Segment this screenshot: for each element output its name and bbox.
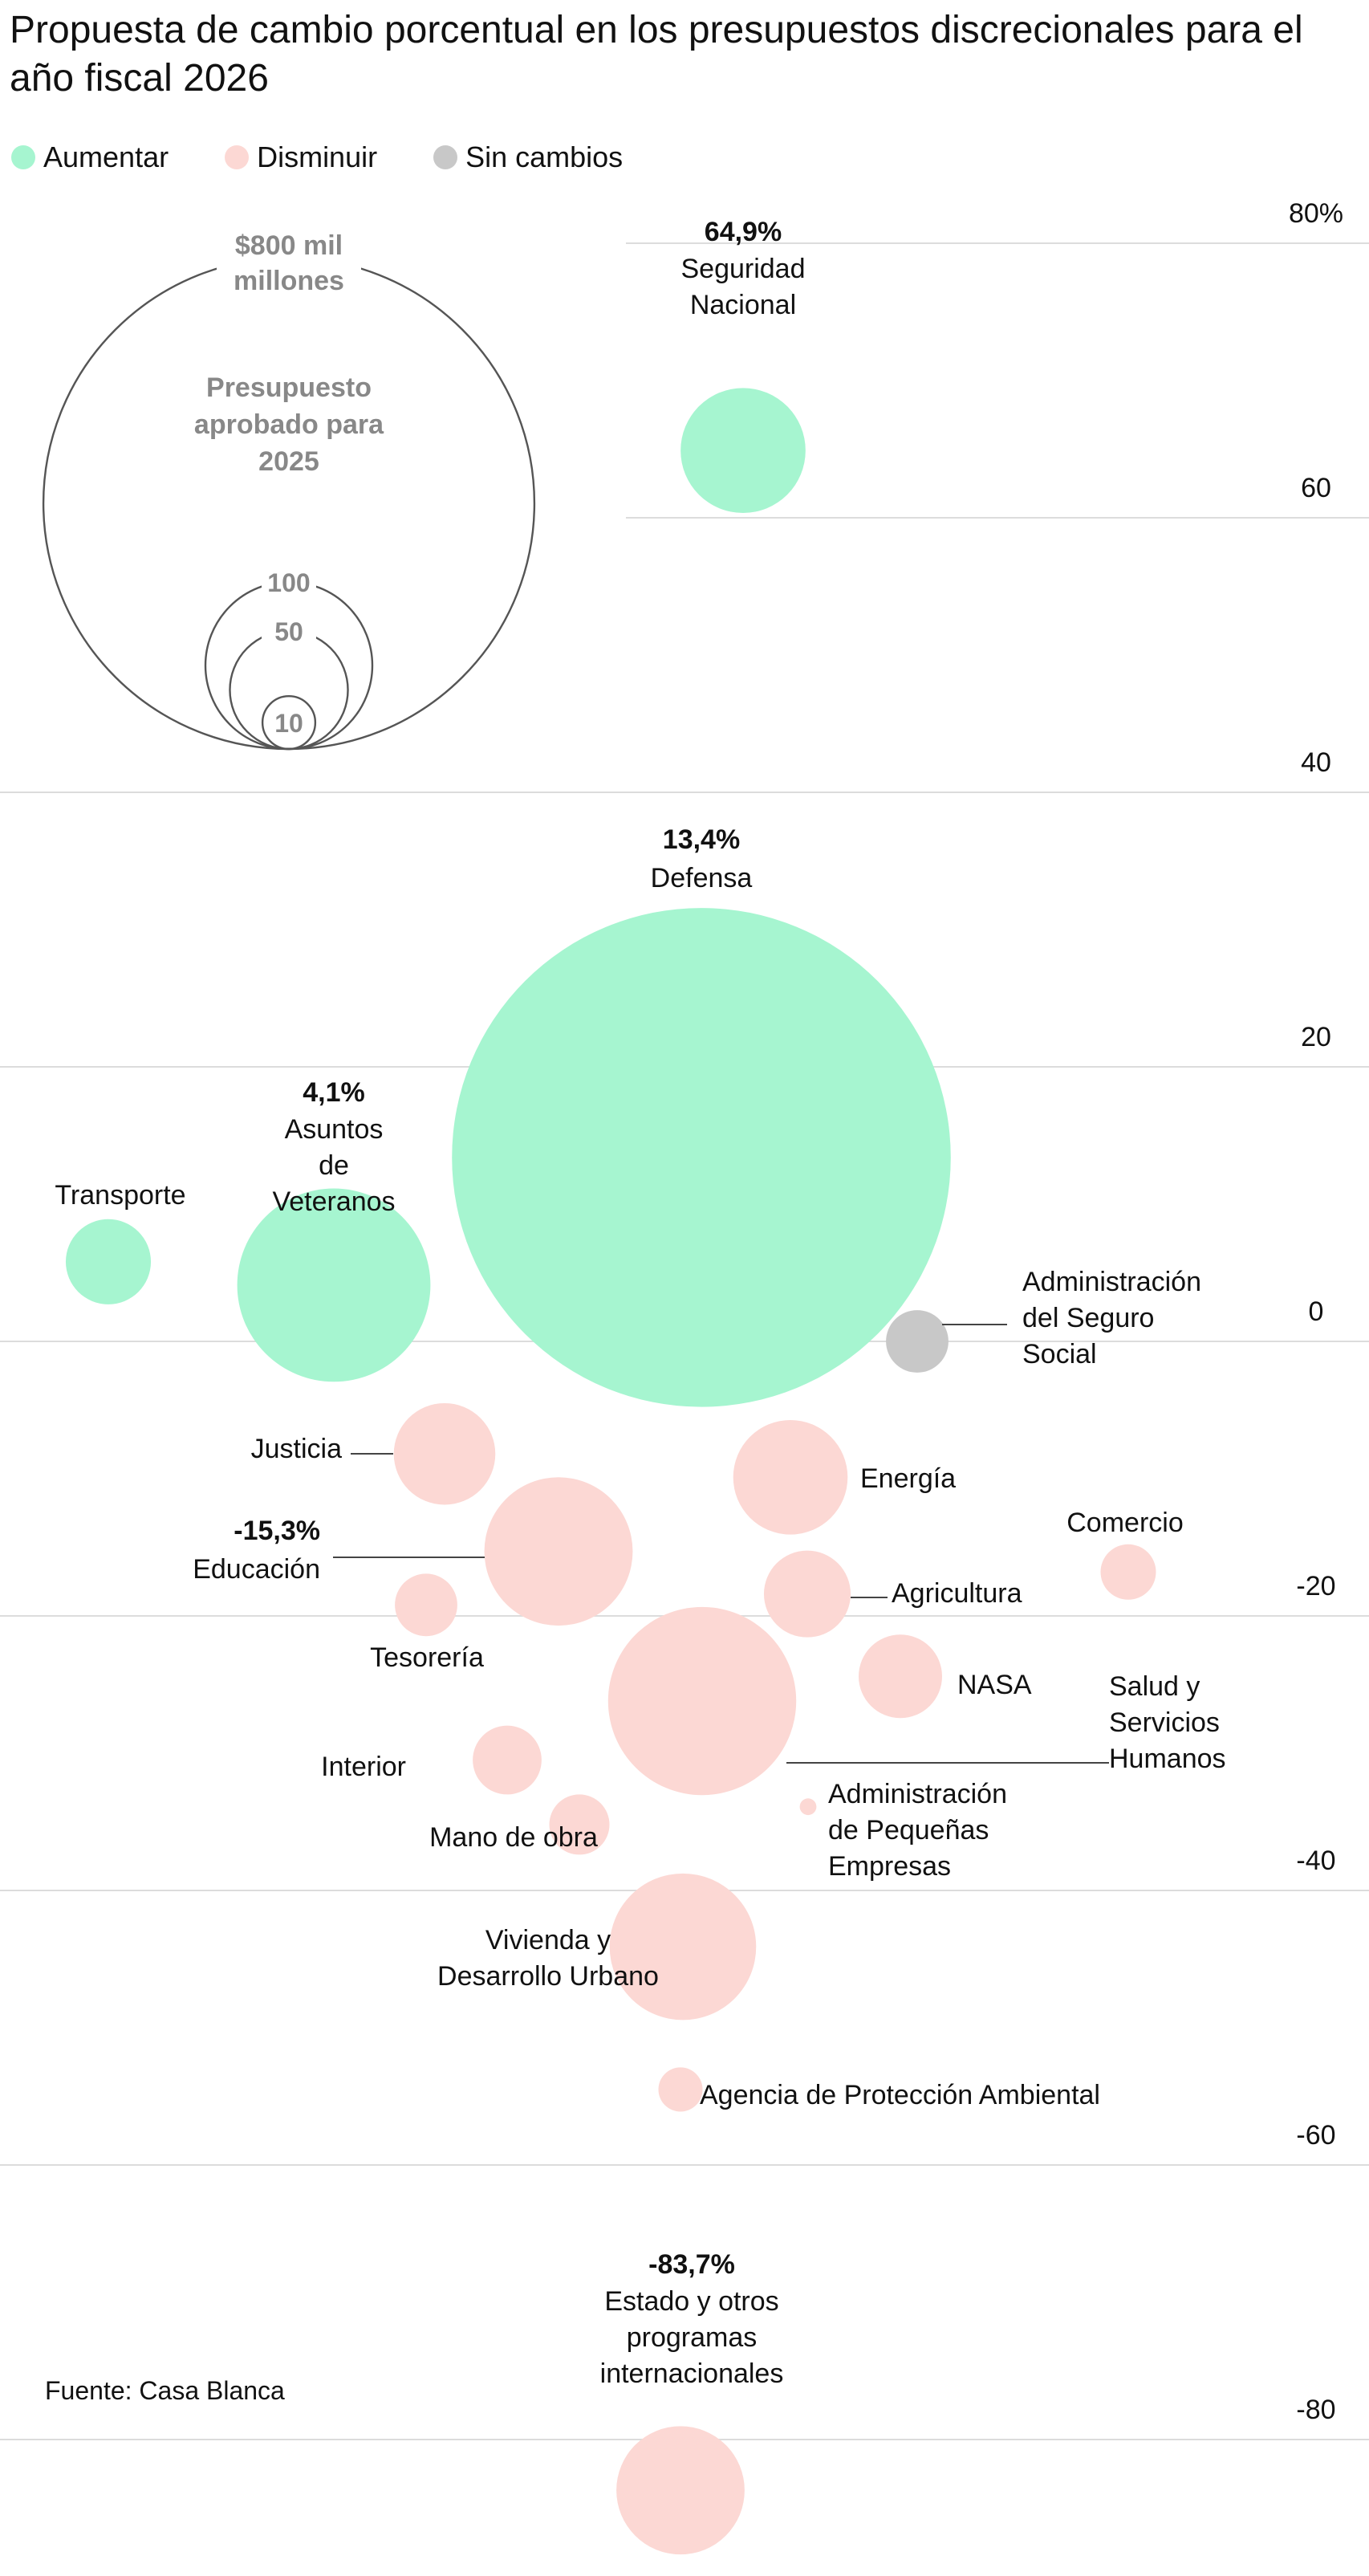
bubble <box>607 1606 797 1796</box>
bubble-name-label: Defensa <box>651 863 753 893</box>
size-legend-label-mask <box>262 564 316 596</box>
bubble-value-label: -83,7% <box>648 2249 735 2280</box>
chart-title: Propuesta de cambio porcentual en los pr… <box>10 9 1303 100</box>
size-legend-label: 50 <box>274 617 303 646</box>
bubble <box>733 1419 848 1535</box>
y-tick-label: 60 <box>1301 473 1331 503</box>
legend-label-unchanged: Sin cambios <box>465 140 624 173</box>
y-tick-label: 80% <box>1289 198 1343 229</box>
bubble <box>549 1794 610 1855</box>
bubble <box>799 1798 817 1816</box>
size-legend-label-mask <box>262 612 316 645</box>
bubble-name-label: Salud y Servicios Humanos <box>1109 1671 1226 1774</box>
y-tick-label: -60 <box>1296 2120 1335 2151</box>
bubble <box>65 1219 152 1304</box>
bubble-name-label: Asuntos de Veteranos <box>272 1114 395 1217</box>
bubble-name-label: Transporte <box>55 1180 185 1211</box>
y-tick-label: 0 <box>1309 1296 1324 1327</box>
bubble-value-label: -15,3% <box>234 1516 320 1546</box>
bubble-name-label: NASA <box>957 1670 1032 1700</box>
bubble-name-label: Vivienda y Desarrollo Urbano <box>437 1925 659 1992</box>
bubble-name-label: Agricultura <box>892 1578 1022 1609</box>
legend-item-decrease: Disminuir <box>225 140 377 174</box>
bubble-name-label: Administración de Pequeñas Empresas <box>828 1779 1007 1882</box>
y-tick-label: 20 <box>1301 1022 1331 1052</box>
legend-dot-increase <box>11 145 35 169</box>
bubble-name-label: Mano de obra <box>429 1822 598 1853</box>
bubble <box>1100 1544 1156 1600</box>
y-tick-label: -20 <box>1296 1571 1335 1601</box>
bubble <box>616 2426 745 2555</box>
legend-label-decrease: Disminuir <box>257 140 378 173</box>
bubble <box>763 1550 851 1638</box>
bubble-name-label: Educación <box>193 1554 320 1585</box>
legend-dot-unchanged <box>433 145 458 169</box>
bubble <box>393 1402 496 1505</box>
bubble <box>680 388 806 514</box>
bubble-name-label: Tesorería <box>370 1642 484 1673</box>
bubble-name-label: Comercio <box>1066 1508 1183 1538</box>
bubble-value-label: 13,4% <box>663 824 740 855</box>
size-legend-circle <box>261 695 317 751</box>
bubble <box>237 1188 431 1382</box>
size-legend-label: 10 <box>274 709 303 738</box>
size-legend-big-label: $800 mil millones <box>234 230 344 296</box>
size-legend-mask <box>217 229 361 287</box>
legend-dot-decrease <box>225 145 250 169</box>
size-legend-label: 100 <box>267 568 310 597</box>
color-legend: Aumentar Disminuir Sin cambios <box>11 138 679 177</box>
bubble-name-label: Estado y otros programas internacionales <box>600 2286 784 2389</box>
bubble-name-label: Seguridad Nacional <box>680 254 805 320</box>
legend-label-increase: Aumentar <box>43 140 169 173</box>
y-tick-label: -40 <box>1296 1846 1335 1876</box>
bubble <box>658 2067 703 2112</box>
size-legend-caption: Presupuesto aprobado para 2025 <box>194 372 384 477</box>
y-tick-label: 40 <box>1301 747 1331 778</box>
size-legend-circle <box>42 256 536 751</box>
bubble <box>886 1310 949 1373</box>
bubble-name-label: Energía <box>860 1463 956 1494</box>
y-tick-label: -80 <box>1296 2395 1335 2425</box>
source-note: Fuente: Casa Blanca <box>45 2376 285 2405</box>
bubble-name-label: Agencia de Protección Ambiental <box>700 2080 1100 2110</box>
bubble-name-label: Interior <box>321 1752 406 1782</box>
legend-item-increase: Aumentar <box>11 140 169 174</box>
legend-item-unchanged: Sin cambios <box>433 140 623 174</box>
bubble <box>609 1873 757 2021</box>
bubble-name-label: Justicia <box>251 1434 342 1464</box>
bubble <box>484 1477 633 1626</box>
bubble-value-label: 4,1% <box>303 1077 365 1108</box>
bubble <box>859 1634 942 1719</box>
bubble-value-label: 64,9% <box>705 217 782 247</box>
bubble <box>452 908 951 1407</box>
bubble <box>473 1725 542 1795</box>
bubble <box>395 1573 457 1637</box>
bubble-name-label: Administración del Seguro Social <box>1022 1267 1201 1369</box>
